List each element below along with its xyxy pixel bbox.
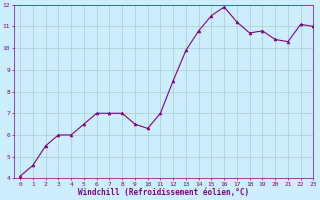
X-axis label: Windchill (Refroidissement éolien,°C): Windchill (Refroidissement éolien,°C)	[78, 188, 249, 197]
